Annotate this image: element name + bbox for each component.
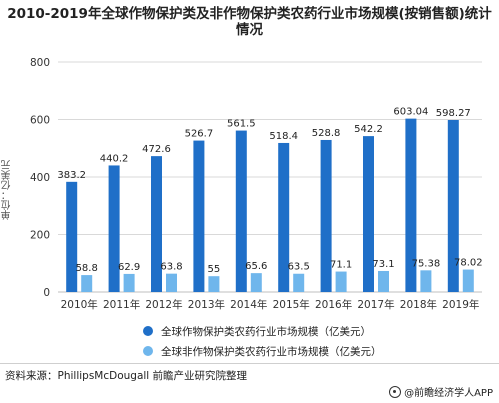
data-label: 78.02 <box>454 258 483 269</box>
data-label: 542.2 <box>354 124 383 135</box>
brand-text: @前瞻经济学人APP <box>404 388 493 399</box>
x-tick-label: 2018年 <box>400 298 437 311</box>
x-tick-label: 2015年 <box>273 298 310 311</box>
data-label: 518.4 <box>269 131 298 142</box>
data-label: 603.04 <box>393 107 428 118</box>
bar-series-1 <box>109 165 120 292</box>
bar-series-2 <box>166 274 177 292</box>
data-label: 528.8 <box>312 128 341 139</box>
brand-credit: @前瞻经济学人APP <box>389 384 493 399</box>
data-label: 561.5 <box>227 119 256 130</box>
data-label: 75.38 <box>412 258 441 269</box>
x-tick-label: 2013年 <box>188 298 225 311</box>
bar-series-2 <box>81 275 92 292</box>
footer-divider <box>0 363 499 364</box>
y-tick-label: 0 <box>43 287 50 299</box>
x-tick-label: 2014年 <box>230 298 267 311</box>
data-label: 526.7 <box>185 129 214 140</box>
legend-item-series-2: 全球非作物保护类农药行业市场规模（亿美元） <box>143 341 382 361</box>
legend-marker-series-1 <box>143 326 153 336</box>
data-label: 63.5 <box>288 262 310 273</box>
bar-series-1 <box>66 182 77 292</box>
x-tick-label: 2016年 <box>315 298 352 311</box>
bar-series-1 <box>193 141 204 292</box>
legend-label-series-1: 全球作物保护类农药行业市场规模（亿美元） <box>161 324 371 339</box>
bar-series-2 <box>463 270 474 292</box>
eye-logo-icon <box>389 386 401 398</box>
x-tick-label: 2019年 <box>442 298 479 311</box>
data-label: 55 <box>208 264 221 275</box>
bar-series-2 <box>378 271 389 292</box>
legend-marker-series-2 <box>143 346 153 356</box>
bar-series-2 <box>208 276 219 292</box>
bar-chart: 0 200 400 600 800 2010年 383.2 58.8 2011年 440.2 62.… <box>0 0 499 320</box>
legend: 全球作物保护类农药行业市场规模（亿美元） 全球非作物保护类农药行业市场规模（亿美… <box>143 321 382 361</box>
y-tick-label: 600 <box>30 115 50 127</box>
y-tick-label: 400 <box>30 172 50 184</box>
data-label: 598.27 <box>436 108 471 119</box>
data-label: 63.8 <box>160 262 182 273</box>
data-label: 440.2 <box>100 153 129 164</box>
data-label: 383.2 <box>57 170 86 181</box>
data-label: 472.6 <box>142 144 171 155</box>
y-tick-label: 800 <box>30 57 50 69</box>
x-tick-label: 2017年 <box>357 298 394 311</box>
y-tick-label: 200 <box>30 230 50 242</box>
bar-series-2 <box>293 274 304 292</box>
x-tick-label: 2012年 <box>145 298 182 311</box>
bar-series-2 <box>251 273 262 292</box>
legend-label-series-2: 全球非作物保护类农药行业市场规模（亿美元） <box>161 344 382 359</box>
bar-series-2 <box>420 270 431 292</box>
bar-series-2 <box>124 274 135 292</box>
x-tick-label: 2010年 <box>61 298 98 311</box>
data-label: 65.6 <box>245 261 267 272</box>
data-label: 58.8 <box>76 263 98 274</box>
bar-series-2 <box>336 272 347 292</box>
data-label: 62.9 <box>118 262 140 273</box>
data-label: 73.1 <box>372 259 394 270</box>
data-label: 71.1 <box>330 260 352 271</box>
legend-item-series-1: 全球作物保护类农药行业市场规模（亿美元） <box>143 321 382 341</box>
source-note: 资料来源：PhillipsMcDougall 前瞻产业研究院整理 <box>5 368 247 383</box>
x-tick-label: 2011年 <box>103 298 140 311</box>
